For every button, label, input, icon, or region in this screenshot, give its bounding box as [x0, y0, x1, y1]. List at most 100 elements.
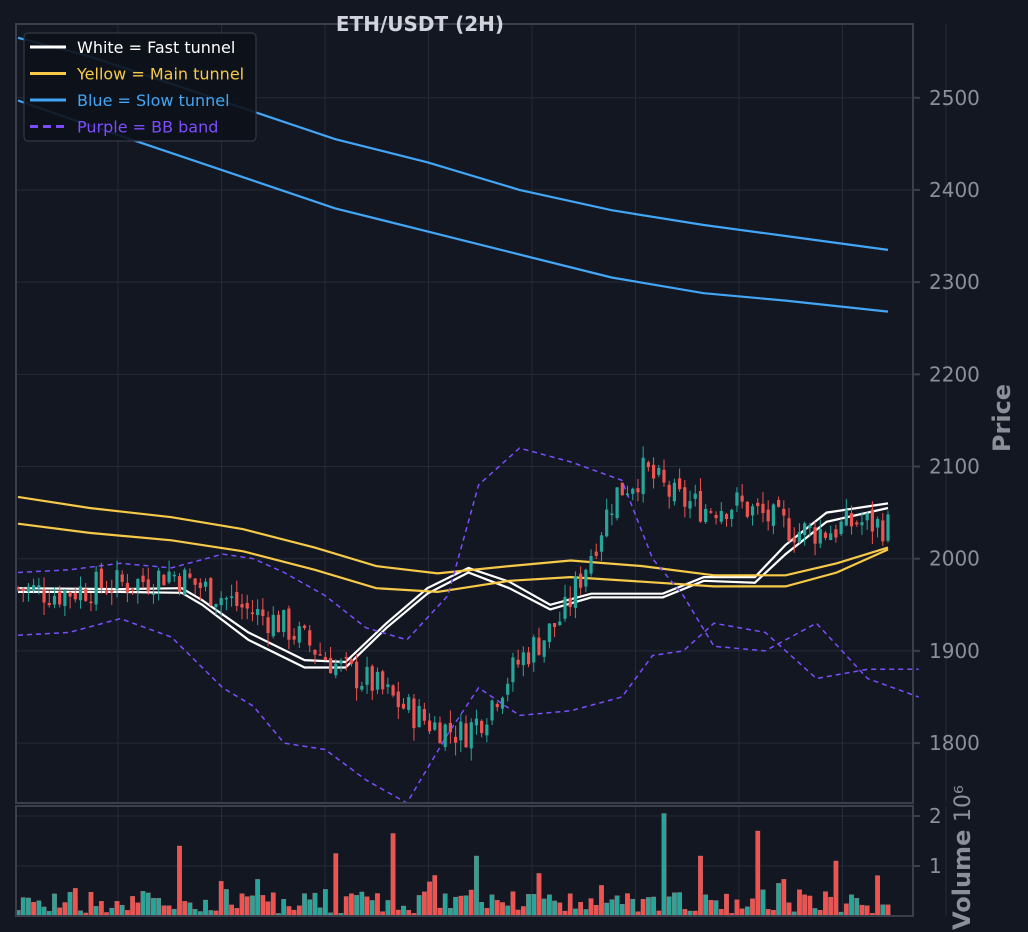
candle-body — [407, 697, 411, 710]
candle-body — [256, 609, 260, 616]
candle-body — [203, 581, 208, 587]
candle-body — [245, 602, 249, 609]
volume-bar — [67, 892, 73, 917]
candle-body — [740, 495, 744, 502]
volume-bar — [427, 881, 432, 917]
price-tick-label: 1800 — [929, 731, 980, 755]
volume-bar — [416, 895, 422, 917]
price-axis-label: Price — [988, 384, 1016, 452]
volume-bar — [93, 906, 99, 917]
volume-bar — [494, 900, 500, 917]
candle-body — [125, 582, 130, 593]
volume-bar — [854, 898, 860, 917]
candle-body — [698, 490, 703, 522]
candle-body — [401, 703, 406, 709]
candle-body — [693, 493, 697, 499]
volume-bar — [823, 891, 828, 917]
volume-bars — [15, 813, 891, 917]
band-line — [17, 99, 889, 313]
candle-body — [860, 522, 864, 526]
volume-bar — [698, 855, 703, 917]
volume-bar — [724, 893, 729, 917]
candle-body — [797, 531, 802, 543]
volume-bar — [718, 908, 724, 917]
candle-body — [115, 570, 119, 590]
candle-body — [21, 588, 25, 591]
candle-body — [599, 535, 604, 552]
volume-bar — [312, 892, 318, 917]
volume-bar — [541, 898, 547, 917]
price-tick-label: 2300 — [929, 270, 980, 294]
candle-body — [875, 518, 880, 528]
candle-body — [782, 508, 786, 516]
candle-body — [480, 720, 484, 734]
candle-body — [78, 586, 83, 601]
candle-body — [334, 663, 338, 676]
candle-body — [391, 685, 395, 696]
candle-body — [714, 514, 718, 519]
volume-bar — [557, 902, 563, 917]
candle-body — [506, 683, 510, 695]
volume-bar — [140, 891, 146, 917]
candle-body — [855, 522, 859, 525]
volume-bar — [421, 891, 427, 917]
volume-bar — [776, 883, 781, 917]
candle-body — [297, 626, 301, 643]
candle-body — [771, 504, 775, 526]
candle-body — [63, 590, 67, 607]
candle-body — [94, 571, 98, 605]
volume-bar — [177, 845, 182, 917]
volume-bar — [349, 893, 354, 917]
volume-bar — [229, 904, 234, 917]
volume-bar — [880, 904, 886, 917]
candle-body — [99, 568, 103, 589]
volume-bar — [526, 894, 531, 917]
candle-body — [136, 579, 140, 591]
candle-body — [558, 621, 562, 626]
candle-body — [620, 482, 624, 496]
candle-body — [349, 659, 354, 664]
candle-body — [360, 685, 364, 690]
candle-body — [678, 478, 682, 490]
candle-body — [704, 508, 708, 523]
candle-body — [636, 488, 640, 493]
candle-body — [651, 464, 656, 479]
volume-bar — [755, 830, 761, 917]
volume-bar — [364, 896, 370, 917]
band-lines — [17, 36, 919, 805]
candle-body — [365, 666, 369, 685]
volume-bar — [640, 899, 646, 917]
volume-bar — [682, 909, 688, 917]
volume-bar — [250, 895, 255, 917]
price-tick-label: 2100 — [929, 455, 980, 479]
volume-bar — [500, 902, 505, 917]
candle-body — [537, 637, 541, 655]
volume-bar — [807, 895, 813, 917]
band-line — [18, 506, 889, 669]
candle-body — [344, 656, 348, 659]
volume-bar — [593, 905, 599, 917]
candle-body — [438, 722, 442, 744]
volume-bar — [401, 905, 406, 917]
candle-body — [47, 603, 51, 606]
candle-body — [485, 724, 489, 736]
candle-body — [282, 610, 286, 633]
volume-bar — [567, 893, 573, 917]
candle-body — [865, 513, 869, 521]
candle-body — [381, 671, 385, 690]
candle-body — [240, 604, 244, 608]
volume-bar — [536, 873, 542, 917]
volume-bar — [885, 904, 891, 917]
candle-body — [110, 590, 114, 593]
volume-bar — [614, 895, 620, 917]
candle-body — [542, 640, 546, 657]
volume-bar — [468, 889, 474, 917]
volume-bar — [244, 896, 250, 917]
volume-panel-frame — [15, 805, 914, 917]
candle-body — [500, 697, 505, 709]
volume-bar — [135, 902, 141, 917]
candle-body — [146, 579, 150, 592]
candle-body — [719, 510, 723, 522]
volume-grid — [16, 806, 947, 916]
volume-bar — [750, 898, 755, 917]
